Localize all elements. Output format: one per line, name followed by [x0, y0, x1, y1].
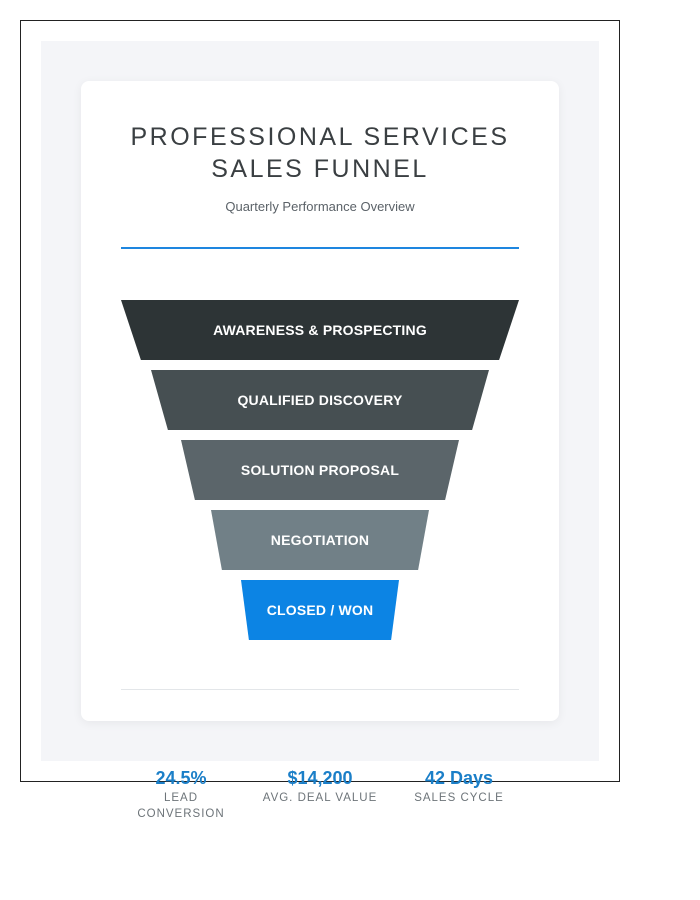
- funnel-stage-awareness: AWARENESS & PROSPECTING: [121, 300, 519, 360]
- metric-avg-deal-value: $14,200 AVG. DEAL VALUE: [260, 766, 380, 806]
- metric-label: SALES CYCLE: [414, 792, 504, 804]
- metrics-row: 24.5% LEAD CONVERSION $14,200 AVG. DEAL …: [121, 766, 519, 826]
- page-title: PROFESSIONAL SERVICES SALES FUNNEL: [130, 123, 510, 183]
- funnel-stage-label: NEGOTIATION: [270, 532, 370, 548]
- screenshot-frame: PROFESSIONAL SERVICES SALES FUNNEL Quart…: [20, 20, 620, 820]
- funnel-stage-solution-proposal: SOLUTION PROPOSAL: [181, 440, 459, 500]
- metric-value: 42 Days: [424, 768, 494, 788]
- metric-label: AVG. DEAL VALUE: [262, 792, 378, 804]
- title-divider: [121, 247, 519, 249]
- funnel-stage-qualified-discovery: QUALIFIED DISCOVERY: [151, 370, 489, 430]
- metric-label: LEAD CONVERSION: [137, 792, 225, 820]
- funnel-stage-label: SOLUTION PROPOSAL: [240, 462, 400, 478]
- funnel-stage-label: AWARENESS & PROSPECTING: [213, 322, 427, 338]
- funnel-stage-closed-won: CLOSED / WON: [241, 580, 399, 640]
- metrics-divider: [121, 689, 519, 690]
- funnel-card: PROFESSIONAL SERVICES SALES FUNNEL Quart…: [81, 81, 559, 820]
- funnel-stage-negotiation: NEGOTIATION: [211, 510, 429, 570]
- funnel-stage-label: CLOSED / WON: [266, 602, 374, 618]
- page-canvas: PROFESSIONAL SERVICES SALES FUNNEL Quart…: [41, 41, 599, 820]
- metric-value: $14,200: [287, 768, 353, 788]
- funnel-stage-label: QUALIFIED DISCOVERY: [237, 392, 403, 408]
- metric-sales-cycle: 42 Days SALES CYCLE: [399, 766, 519, 806]
- page-subtitle: Quarterly Performance Overview: [225, 199, 415, 214]
- metric-value: 24.5%: [155, 768, 207, 788]
- metric-lead-conversion: 24.5% LEAD CONVERSION: [121, 766, 241, 822]
